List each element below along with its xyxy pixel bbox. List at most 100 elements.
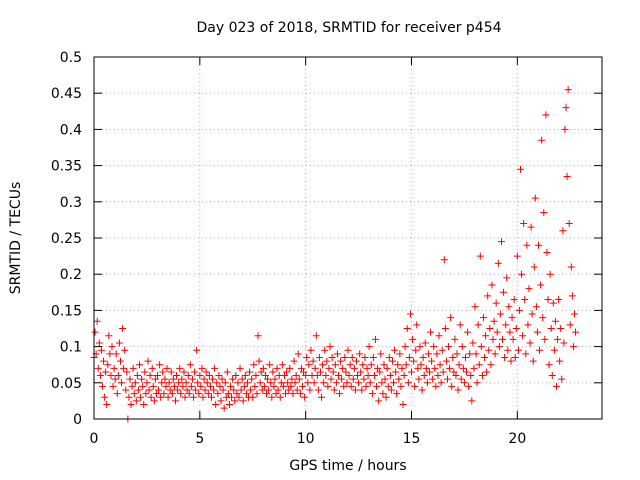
- data-point: [182, 379, 190, 387]
- data-point: [544, 296, 552, 304]
- data-point: [295, 375, 303, 383]
- data-point: [162, 382, 170, 390]
- data-point: [285, 386, 293, 394]
- data-point: [216, 382, 224, 390]
- data-point: [110, 364, 118, 372]
- data-point: [326, 343, 334, 351]
- data-point: [493, 328, 501, 336]
- data-point: [549, 299, 557, 307]
- data-point: [561, 125, 569, 133]
- chart-title: Day 023 of 2018, SRMTID for receiver p45…: [196, 20, 501, 36]
- data-point: [294, 350, 302, 358]
- data-point: [140, 401, 148, 409]
- data-point: [177, 390, 185, 398]
- data-point: [268, 393, 276, 401]
- x-tick-label: 15: [403, 431, 421, 447]
- data-point: [485, 346, 493, 354]
- data-point: [522, 350, 530, 358]
- data-point: [220, 404, 228, 412]
- data-point: [454, 386, 462, 394]
- data-point: [427, 328, 435, 336]
- data-point: [266, 361, 274, 369]
- data-point: [180, 368, 188, 376]
- data-point: [433, 350, 441, 358]
- data-point: [333, 350, 341, 358]
- data-point: [156, 361, 164, 369]
- data-point: [338, 375, 346, 383]
- data-point: [385, 353, 393, 361]
- data-point: [350, 364, 358, 372]
- y-tick-label: 0.15: [51, 303, 82, 319]
- data-point: [274, 386, 282, 394]
- data-point: [198, 364, 206, 372]
- data-point: [122, 386, 130, 394]
- data-point: [142, 390, 150, 398]
- data-point: [178, 375, 186, 383]
- data-point: [146, 372, 154, 380]
- data-point: [465, 382, 473, 390]
- data-point: [566, 321, 574, 329]
- data-point: [327, 375, 335, 383]
- data-point: [455, 361, 463, 369]
- data-point: [489, 335, 497, 343]
- data-point: [115, 339, 123, 347]
- data-point: [506, 328, 514, 336]
- data-point: [202, 368, 210, 376]
- data-point: [106, 350, 114, 358]
- data-point: [435, 332, 443, 340]
- data-point: [547, 325, 555, 332]
- data-point: [147, 393, 155, 401]
- data-point: [329, 368, 337, 376]
- data-point: [459, 364, 467, 372]
- data-point: [128, 382, 136, 390]
- data-point: [109, 382, 117, 390]
- data-point: [223, 368, 231, 376]
- data-point: [366, 379, 374, 387]
- data-point: [256, 379, 264, 387]
- data-point: [143, 379, 151, 387]
- data-point: [270, 382, 278, 390]
- data-point: [167, 368, 175, 376]
- data-point: [303, 353, 311, 361]
- data-point: [210, 386, 218, 394]
- data-point: [288, 375, 296, 383]
- data-point: [365, 343, 373, 351]
- data-point: [252, 372, 260, 380]
- grid-lines: [94, 57, 602, 419]
- data-point: [422, 364, 430, 372]
- data-point: [239, 397, 247, 405]
- data-point: [242, 390, 250, 398]
- data-point: [356, 350, 364, 358]
- data-point: [565, 220, 573, 228]
- data-point: [169, 375, 177, 383]
- data-point: [351, 386, 359, 394]
- data-point: [249, 393, 257, 401]
- data-point: [108, 343, 116, 351]
- data-point: [488, 281, 496, 289]
- data-point: [224, 390, 232, 398]
- y-tick-label: 0: [73, 412, 82, 428]
- data-point: [253, 390, 261, 398]
- data-point: [523, 241, 531, 249]
- data-point: [525, 285, 533, 293]
- data-point: [310, 379, 318, 387]
- data-point: [453, 350, 461, 358]
- data-point: [434, 372, 442, 380]
- data-point: [125, 393, 133, 401]
- data-point: [257, 368, 265, 376]
- data-point: [504, 346, 512, 354]
- data-point: [284, 379, 292, 387]
- data-point: [217, 397, 225, 405]
- data-point: [468, 397, 476, 405]
- data-point: [230, 386, 238, 394]
- data-point: [185, 390, 193, 398]
- data-point: [509, 335, 517, 343]
- data-point: [323, 357, 331, 365]
- data-point: [548, 372, 556, 380]
- data-point: [166, 386, 174, 394]
- data-point: [337, 357, 345, 365]
- data-point: [276, 393, 284, 401]
- data-point: [136, 361, 144, 369]
- x-tick-label: 5: [195, 431, 204, 447]
